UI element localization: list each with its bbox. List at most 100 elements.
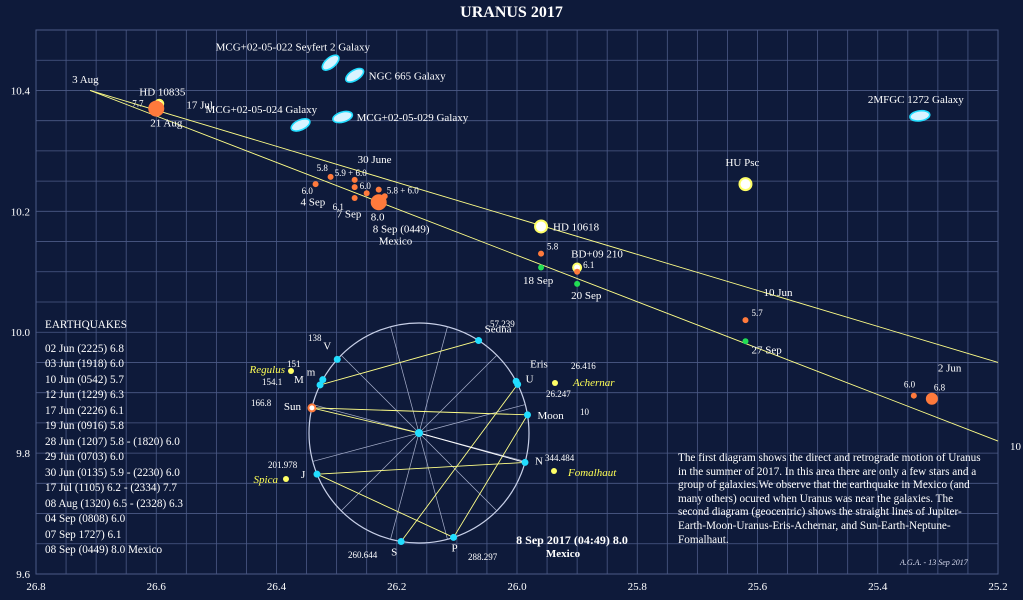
- quake-magnitude: 5.8: [547, 242, 559, 252]
- alignment-line: [319, 340, 479, 386]
- credit-label: A.G.A. - 13 Sep 2017: [900, 558, 968, 567]
- alignment-line: [316, 461, 526, 475]
- quake-magnitude: 6.8: [934, 383, 946, 393]
- angle-value-label: 10: [580, 407, 590, 417]
- earthquake-item: 19 Jun (0916) 5.8: [45, 420, 124, 432]
- body-point: [397, 538, 405, 546]
- green-point: [742, 338, 749, 345]
- body-point: [450, 533, 458, 541]
- outer-star-point: [551, 468, 557, 474]
- alignment-line: [453, 414, 528, 538]
- body-label: Sun: [284, 401, 302, 413]
- earthquake-item: 04 Sep (0808) 6.0: [45, 513, 126, 525]
- star-label: HD 10618: [553, 221, 600, 233]
- spoke-line: [312, 404, 420, 434]
- quake-point: [742, 317, 749, 324]
- quake-magnitude: 6.1: [583, 260, 594, 270]
- body-label: U: [526, 373, 534, 385]
- date-label: 3 Aug: [72, 74, 99, 86]
- quake-point: [375, 186, 382, 193]
- spoke-line: [418, 326, 448, 434]
- uranus-path: [89, 90, 999, 442]
- outer-star-point: [552, 380, 558, 386]
- x-tick-label: 25.4: [868, 581, 888, 593]
- star-label: HU Psc: [725, 157, 759, 169]
- outer-star-point: [288, 368, 294, 374]
- body-point: [512, 377, 520, 385]
- angle-value-label: 201.978: [268, 460, 298, 470]
- date-label: 4 Sep: [301, 196, 326, 208]
- earthquakes-heading: EARTHQUAKES: [45, 319, 127, 331]
- spoke-line: [340, 432, 420, 512]
- alignment-line: [316, 473, 454, 538]
- spoke-line: [418, 432, 498, 512]
- date-label: 17 Jul: [186, 100, 213, 112]
- quake-point: [925, 392, 938, 405]
- star-label: BD+09 210: [571, 249, 623, 261]
- body-label: Moon: [537, 410, 564, 422]
- quake-magnitude: 8.0: [371, 211, 385, 223]
- body-label: P: [452, 542, 458, 554]
- angle-value-label: 154.1: [262, 377, 282, 387]
- body-point: [307, 403, 317, 413]
- quake-magnitude: 5.8: [317, 163, 329, 173]
- galaxy-label: MCG+02-05-024 Galaxy: [206, 104, 318, 116]
- outer-star-label: Fomalhaut: [567, 467, 617, 479]
- date-label: 8 Sep (0449): [373, 223, 430, 235]
- x-tick-label: 26.2: [387, 581, 406, 593]
- green-point: [574, 280, 581, 287]
- spoke-line: [390, 432, 420, 540]
- angle-value-label: 138: [308, 333, 322, 343]
- x-tick-label: 26.0: [507, 581, 527, 593]
- galaxy-label: MCG+02-05-022 Seyfert 2 Galaxy: [216, 42, 371, 54]
- quake-magnitude: 5.9 + 6.0: [335, 168, 368, 178]
- y-tick-label: 10.2: [11, 206, 30, 218]
- spoke-line: [340, 354, 420, 434]
- quake-point: [574, 268, 581, 275]
- quake-point: [370, 194, 387, 211]
- description-note: The first diagram shows the direct and r…: [678, 452, 981, 546]
- body-label: S: [391, 547, 397, 559]
- quake-point: [312, 181, 319, 188]
- date-label: 7 Sep: [337, 208, 362, 220]
- quake-point: [363, 190, 370, 197]
- galaxy-mark: [344, 67, 365, 83]
- x-tick-label: 26.4: [267, 581, 287, 593]
- earth-sun-line: [311, 407, 420, 434]
- date-label: 27 Sep: [751, 344, 782, 356]
- sky-objects: MCG+02-05-022 Seyfert 2 Galaxy NGC 665 Ga…: [72, 42, 1023, 453]
- body-label: M: [294, 374, 304, 386]
- galaxy-shape: [290, 117, 311, 132]
- angle-value-label: 26.247: [546, 389, 571, 399]
- path-line: [89, 90, 999, 442]
- date-label: 21 Aug: [150, 118, 183, 130]
- date-label: 18 Sep: [523, 275, 554, 287]
- star-label: HD 10835: [139, 87, 186, 99]
- geocentric-caption-place: Mexico: [546, 548, 581, 560]
- quake-point: [910, 392, 917, 399]
- x-tick-label: 25.8: [628, 581, 648, 593]
- date-label: 10 Jun: [764, 287, 794, 299]
- date-label: 30 June: [358, 154, 392, 166]
- earthquake-item: 29 Jun (0703) 6.0: [45, 451, 124, 463]
- body-point: [316, 381, 324, 389]
- outer-star-label: Regulus: [249, 364, 285, 376]
- quake-magnitude: 6.0: [904, 380, 916, 390]
- angle-value-label: 57.239: [490, 319, 515, 329]
- date-label: 10 Oct: [1010, 441, 1023, 453]
- quake-point: [351, 195, 358, 202]
- earth-neptune-line: [418, 432, 526, 463]
- body-point: [521, 458, 529, 466]
- outer-star-label: Achernar: [572, 377, 615, 389]
- galaxy-label: MCG+02-05-029 Galaxy: [357, 112, 469, 124]
- earthquake-item: 07 Sep 1727) 6.1: [45, 528, 122, 541]
- earthquake-item: 10 Jun (0542) 5.7: [45, 373, 124, 386]
- spoke-line: [312, 432, 420, 462]
- y-tick-label: 9.8: [16, 448, 30, 460]
- geocentric-circle: [308, 322, 530, 544]
- alignment-line: [311, 407, 528, 416]
- earthquake-item: 03 Jun (1918) 6.0: [45, 358, 124, 370]
- quake-magnitude: 6.0: [302, 186, 314, 196]
- x-tick-label: 25.6: [748, 581, 768, 593]
- body-point: [313, 470, 321, 478]
